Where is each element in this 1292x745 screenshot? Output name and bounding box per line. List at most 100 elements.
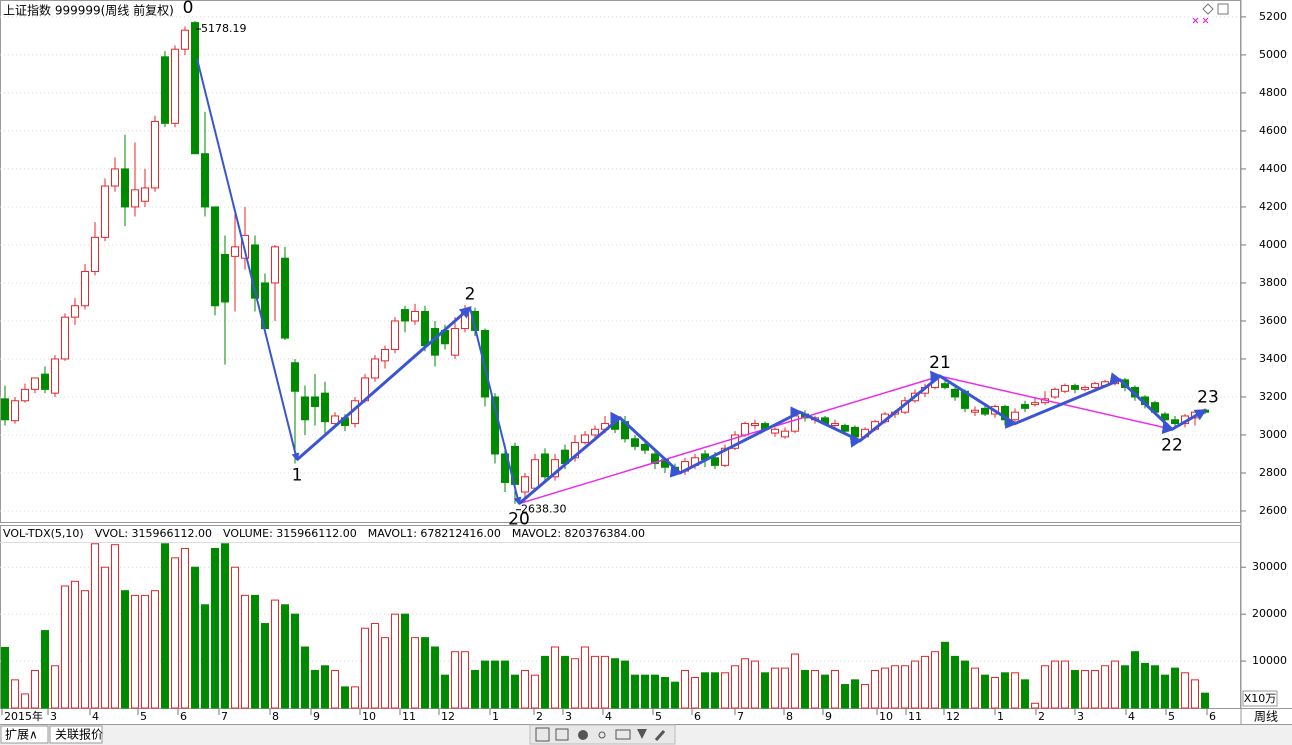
candle-body <box>371 358 379 379</box>
indicator-label: VVOL: 315966112.00 <box>95 527 212 540</box>
volume-bar <box>511 674 519 709</box>
volume-bar <box>131 594 139 709</box>
candle-body <box>711 457 719 466</box>
tab[interactable] <box>49 725 103 744</box>
volume-bar <box>471 669 479 709</box>
x-tick-label: 4 <box>605 710 612 723</box>
tab-label[interactable]: 关联报价 <box>55 727 103 742</box>
tool-icon[interactable] <box>555 728 569 741</box>
volume-bar <box>161 543 169 709</box>
candle-body <box>321 392 329 423</box>
candle-body <box>501 453 509 483</box>
x-tick-label: 2 <box>1038 710 1045 723</box>
volume-bar <box>911 660 919 709</box>
tool-icon[interactable] <box>637 729 647 739</box>
tool-icon[interactable] <box>578 730 588 740</box>
volume-bar <box>381 637 389 709</box>
candle-body <box>451 328 459 356</box>
volume-bar <box>581 646 589 709</box>
candle-body <box>301 396 309 421</box>
candle-body <box>161 56 169 124</box>
x-tick-label: 8 <box>272 710 279 723</box>
tool-icon[interactable] <box>598 731 606 739</box>
candle-body <box>41 373 49 390</box>
x-tick-label: 11 <box>402 710 416 723</box>
volume-bar <box>331 669 339 709</box>
candle-body <box>61 316 69 360</box>
y-tick-label: 10000 <box>1252 654 1287 667</box>
tool-icon[interactable] <box>654 730 666 741</box>
volume-bar <box>11 679 19 709</box>
volume-bar <box>591 655 599 709</box>
tab[interactable] <box>0 725 49 744</box>
volume-bar <box>291 613 299 709</box>
volume-bar <box>901 665 909 709</box>
candle-body <box>411 310 419 322</box>
volume-bar <box>781 667 789 709</box>
candle-body <box>251 244 259 299</box>
candle-body <box>1071 385 1079 390</box>
icon[interactable] <box>1202 3 1214 15</box>
indicator-label: MAVOL1: 678212416.00 <box>368 527 501 540</box>
wave-label: 1 <box>292 466 303 486</box>
volume-bar <box>1061 660 1069 709</box>
volume-bar <box>871 669 879 709</box>
candle-body <box>941 383 949 388</box>
x-tick-label: 6 <box>694 710 701 723</box>
volume-bar <box>71 580 79 709</box>
candle-body <box>981 407 989 415</box>
volume-bar <box>711 672 719 709</box>
x-tick-label: 9 <box>313 710 320 723</box>
volume-bar <box>1071 669 1079 709</box>
volume-bar <box>241 594 249 709</box>
tab-label[interactable]: 扩展∧ <box>5 728 38 742</box>
tool-icon[interactable] <box>535 727 550 742</box>
volume-bar <box>741 658 749 709</box>
indicator-label: VOL-TDX(5,10) <box>3 527 84 540</box>
volume-bar <box>731 665 739 709</box>
y-tick-label: 4400 <box>1259 162 1287 175</box>
wave-line <box>518 370 1208 505</box>
volume-bar <box>771 667 779 709</box>
volume-bar <box>1091 669 1099 709</box>
volume-bar <box>1051 660 1059 709</box>
candle-body <box>401 309 409 322</box>
x-tick-label: 12 <box>441 710 455 723</box>
volume-bar <box>1101 665 1109 709</box>
candle-body <box>971 409 979 413</box>
wave-label: 20 <box>508 510 530 530</box>
volume-bar <box>111 544 119 709</box>
volume-bar <box>991 677 999 709</box>
x-tick-label: 5 <box>140 710 147 723</box>
volume-bar <box>361 627 369 709</box>
icon[interactable] <box>1217 3 1229 15</box>
wave-label: 2 <box>465 285 476 305</box>
chart-title: 上证指数 999999(周线 前复权) <box>3 3 174 18</box>
x-tick-label: 10 <box>362 710 376 723</box>
candle-body <box>31 377 39 390</box>
volume-bar <box>371 623 379 709</box>
tool-icon[interactable] <box>615 729 631 740</box>
volume-bar <box>421 637 429 709</box>
y-tick-label: 5200 <box>1259 10 1287 23</box>
candle-body <box>791 415 799 432</box>
candle-body <box>311 396 319 407</box>
x-tick-label: 12 <box>946 710 960 723</box>
toolbar-bg <box>529 724 676 745</box>
volume-bar <box>411 637 419 709</box>
volume-bar <box>1001 672 1009 709</box>
volume-bar <box>251 594 259 709</box>
volume-bar <box>31 669 39 709</box>
volume-bar <box>1121 665 1129 709</box>
volume-bar <box>671 681 679 709</box>
volume-bar <box>21 693 29 709</box>
volume-bar <box>571 658 579 709</box>
candle-body <box>171 48 179 124</box>
volume-bar <box>321 665 329 709</box>
volume-bar <box>61 585 69 709</box>
x-tick-label: 4 <box>1128 710 1135 723</box>
volume-bar <box>1161 674 1169 709</box>
candle-body <box>1031 402 1039 406</box>
candle-body <box>211 206 219 307</box>
